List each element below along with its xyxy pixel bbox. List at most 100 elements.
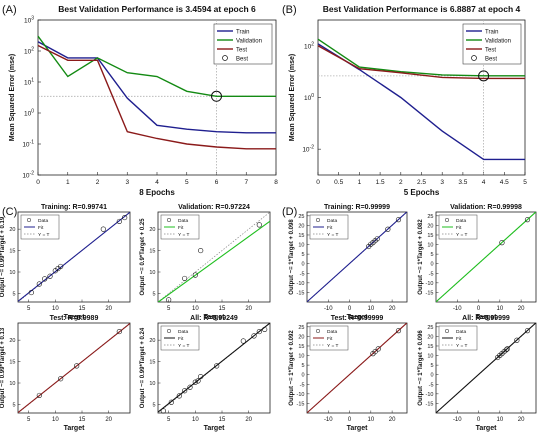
legend-swatch-data xyxy=(444,328,450,334)
x-tick-label: 0 xyxy=(316,179,320,186)
data-point xyxy=(47,273,53,279)
legend-label: Y = T xyxy=(456,343,467,349)
legend-label: Y = T xyxy=(327,232,338,238)
data-point xyxy=(36,281,42,287)
x-tick-label: 5 xyxy=(167,417,171,423)
y-tick-label: -10 xyxy=(426,281,434,287)
x-tick-label: 0 xyxy=(477,417,481,423)
data-point xyxy=(256,222,262,228)
legend-label: Fit xyxy=(38,225,44,231)
x-tick-label: 10 xyxy=(192,417,199,423)
x-tick-label: 20 xyxy=(105,417,112,423)
x-tick-label: 15 xyxy=(219,417,226,423)
legend-label: Y = T xyxy=(327,343,338,349)
data-point xyxy=(499,240,505,246)
y-tick-label: 15 xyxy=(9,360,15,366)
y-tick-label: 0 xyxy=(430,262,433,268)
x-axis-label: 8 Epochs xyxy=(139,188,175,197)
legend-label: Test xyxy=(236,48,247,54)
x-tick-label: -10 xyxy=(453,306,462,312)
data-point xyxy=(122,214,128,221)
x-tick-label: 15 xyxy=(219,306,226,312)
y-tick-label: 10-1 xyxy=(22,140,34,149)
legend: Train Validation Test Best xyxy=(462,23,522,65)
x-tick-label: 20 xyxy=(389,306,396,312)
fit-line xyxy=(307,323,407,413)
chart-title: Best Validation Performance is 6.8887 at… xyxy=(323,4,521,14)
legend-swatch-data xyxy=(444,217,450,223)
y-axis-label: Output ~= 1*Target + 0.082 xyxy=(418,219,424,295)
y-tick-label: 100 xyxy=(24,109,34,118)
y-tick-label: 10 xyxy=(427,243,433,249)
chart-title: Validation: R=0.99998 xyxy=(450,204,522,211)
y-tick-label: 15 xyxy=(298,344,304,350)
x-tick-label: 4 xyxy=(482,179,486,186)
x-tick-label: 0 xyxy=(348,306,352,312)
data-point xyxy=(251,333,257,339)
x-axis-label: Target xyxy=(476,314,498,321)
x-tick-label: 10 xyxy=(496,306,503,312)
data-point xyxy=(395,328,402,334)
data-point xyxy=(182,388,188,394)
legend-label: Best xyxy=(485,57,497,63)
y-tick-label: 0 xyxy=(301,262,304,268)
y-tick-label: -5 xyxy=(300,271,305,277)
chart-title: All: R=0.99999 xyxy=(462,315,510,322)
x-tick-label: 10 xyxy=(367,306,374,312)
data-point xyxy=(374,236,380,242)
x-tick-label: 5 xyxy=(27,417,31,423)
data-point xyxy=(195,378,201,384)
chart-title: Validation: R=0.97224 xyxy=(178,204,250,211)
fit-line xyxy=(436,212,536,302)
legend-label: Fit xyxy=(178,225,184,231)
data-point xyxy=(42,276,48,282)
panel-label-b: (B) xyxy=(282,4,297,16)
regression-plot-c2: Validation: R=0.97224 5 10 15 20 5 10 15 20 Targe… xyxy=(140,204,271,321)
y-tick-label: 5 xyxy=(430,363,433,369)
y-tick-label: -10 xyxy=(297,281,305,287)
x-axis-label: 5 Epochs xyxy=(404,188,440,197)
data-point xyxy=(58,263,64,270)
data-point xyxy=(192,379,198,385)
y-axis-label: Output ~= 1*Target + 0.092 xyxy=(289,330,295,406)
y-tick-label: 10 xyxy=(149,270,155,276)
y-tick-label: 0 xyxy=(430,373,433,379)
legend-label: Y = T xyxy=(178,232,189,238)
data-point xyxy=(514,337,520,343)
x-tick-label: 10 xyxy=(367,417,374,423)
legend-label: Data xyxy=(178,218,188,224)
legend-swatch-best xyxy=(471,55,477,61)
x-tick-label: 10 xyxy=(192,306,199,312)
x-tick-label: 3 xyxy=(440,179,444,186)
x-axis-label: Target xyxy=(347,425,369,432)
y-axis-label: Output ~= 0.99*Target + 0.13 xyxy=(0,327,6,408)
x-axis-label: Target xyxy=(347,314,369,321)
x-tick-label: 20 xyxy=(389,417,396,423)
legend: Train Validation Test Best xyxy=(213,23,273,65)
x-tick-label: 20 xyxy=(518,417,525,423)
y-tick-label: 20 xyxy=(9,338,15,344)
y-tick-label: 10-2 xyxy=(22,171,34,180)
x-tick-label: 1.5 xyxy=(376,179,385,186)
y-axis-label: Output ~= 0.99*Target + 0.24 xyxy=(140,327,146,408)
y-tick-label: -15 xyxy=(426,290,434,296)
data-point xyxy=(372,349,378,355)
y-tick-label: 5 xyxy=(301,252,304,258)
y-tick-label: 20 xyxy=(298,334,304,340)
y-axis-label: Output ~= 0.99*Target + 0.19 xyxy=(0,216,6,297)
x-axis-label: Target xyxy=(476,425,498,432)
data-point xyxy=(524,217,531,223)
y-tick-label: 5 xyxy=(152,402,155,408)
y-tick-label: 0 xyxy=(301,373,304,379)
y-tick-label: 20 xyxy=(149,227,155,233)
data-point xyxy=(100,226,106,232)
regression-plot-d2: Validation: R=0.99998 -10 0 10 20 -15 -10 -5 0 5 1… xyxy=(418,204,537,321)
legend-swatch-data xyxy=(315,217,321,223)
y-tick-label: 25 xyxy=(298,325,304,331)
data-point xyxy=(262,326,268,333)
